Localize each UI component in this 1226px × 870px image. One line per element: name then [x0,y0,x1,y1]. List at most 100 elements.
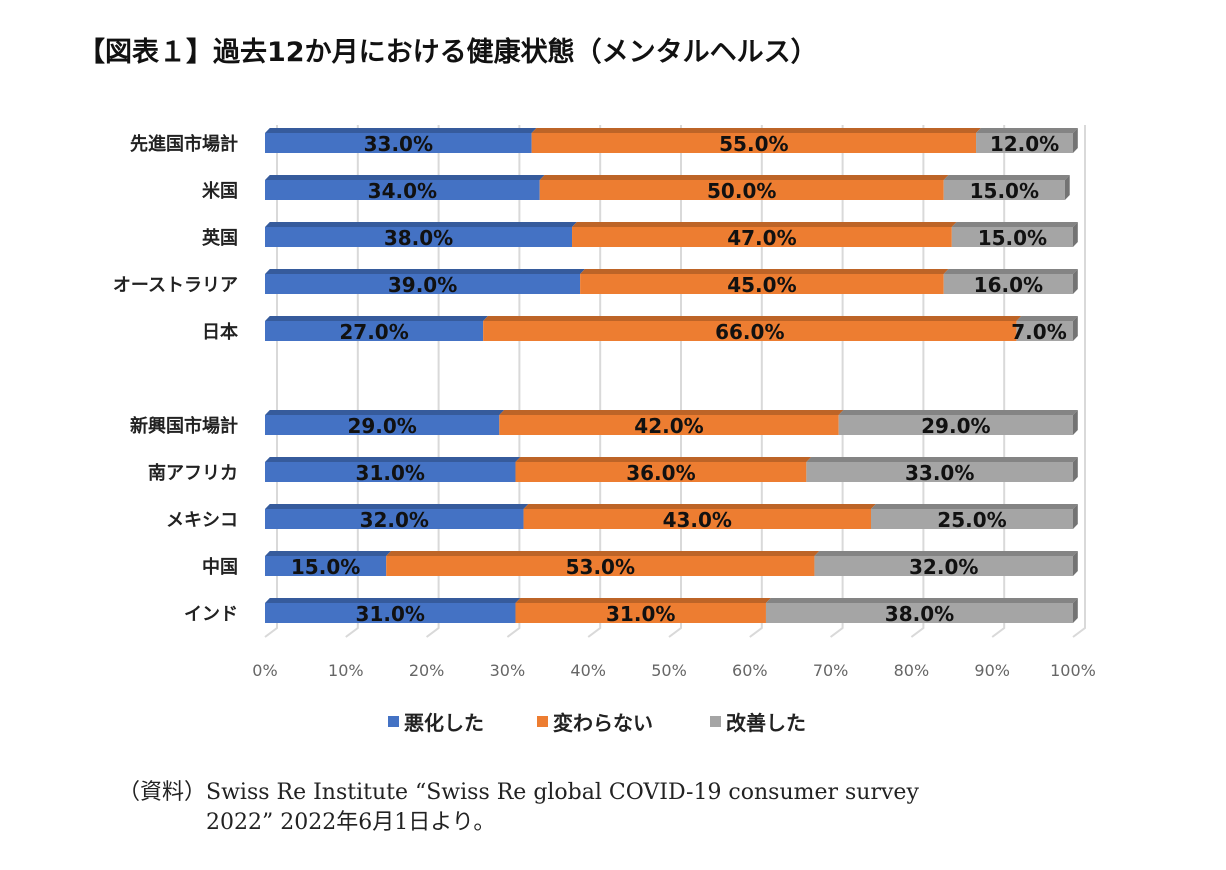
bar-side-face [1073,222,1078,247]
category-label: メキシコ [166,510,238,531]
data-label: 55.0% [719,132,788,156]
legend-label: 変わらない [553,711,653,735]
bar-segment [515,603,766,623]
bar-top-face [265,269,585,274]
bar-segment [976,133,1073,153]
data-label: 45.0% [727,273,796,297]
data-label: 36.0% [626,461,695,485]
bar-segment [951,227,1073,247]
x-tick-label: 30% [490,661,526,680]
bar-top-face [765,598,1078,603]
bar-segment [806,462,1073,482]
legend-swatch [710,716,721,727]
legend-swatch [388,716,399,727]
data-label: 15.0% [970,179,1039,203]
bar-top-face [976,128,1078,133]
bar-top-face [265,222,577,227]
bar-top-face [539,175,949,180]
data-label: 34.0% [368,179,437,203]
bar-top-face [531,128,981,133]
bar-top-face [943,269,1078,274]
data-label: 27.0% [339,320,408,344]
data-label: 25.0% [937,508,1006,532]
x-tick-label: 80% [894,661,930,680]
bar-segment [1016,321,1073,341]
bar-segment [265,133,532,153]
bar-top-face [871,504,1078,509]
data-label: 32.0% [909,555,978,579]
bar-segment [943,274,1073,294]
bar-segment [499,415,839,435]
bar-segment [265,180,540,200]
bar-segment [483,321,1017,341]
bar-segment [814,556,1073,576]
bar-top-face [265,175,545,180]
bar-top-face [386,551,820,556]
bar-segment [523,509,871,529]
bar-side-face [1073,551,1078,576]
x-tick-label: 100% [1050,661,1096,680]
legend-label: 悪化した [404,711,484,735]
data-label: 31.0% [356,461,425,485]
gridline [1072,125,1086,638]
category-label: 英国 [201,227,238,249]
bar-segment [265,321,484,341]
bar-segment [838,415,1073,435]
bar-side-face [1073,269,1078,294]
x-tick-label: 10% [328,661,364,680]
x-tick-label: 0% [252,661,277,680]
bar-top-face [265,316,488,321]
source-line-1: （資料）Swiss Re Institute “Swiss Re global … [118,780,919,805]
data-label: 33.0% [364,132,433,156]
bar-segment [572,227,952,247]
category-label: 中国 [202,556,238,578]
bar-top-face [951,222,1078,227]
data-label: 31.0% [606,602,675,626]
bar-top-face [265,457,521,462]
data-label: 43.0% [663,508,732,532]
bar-top-face [265,128,537,133]
bar-segment [265,415,500,435]
bar-segment [515,462,807,482]
legend-swatch [537,716,548,727]
x-tick-label: 90% [974,661,1010,680]
data-label: 7.0% [1011,320,1066,344]
x-tick-label: 40% [570,661,606,680]
bar-segment [871,509,1073,529]
bar-top-face [515,457,812,462]
category-label: オーストラリア [113,275,238,296]
bar-segment [539,180,944,200]
data-label: 32.0% [360,508,429,532]
data-label: 15.0% [978,226,1047,250]
category-label: 新興国市場計 [130,415,238,437]
data-label: 16.0% [974,273,1043,297]
chart-title: 【図表１】過去12か月における健康状態（メンタルヘルス） [78,37,818,68]
data-label: 29.0% [921,414,990,438]
bar-segment [265,274,581,294]
data-label: 53.0% [566,555,635,579]
data-label: 15.0% [291,555,360,579]
bar-top-face [483,316,1022,321]
bar-top-face [265,551,391,556]
bar-segment [943,180,1065,200]
bar-top-face [580,269,949,274]
data-label: 50.0% [707,179,776,203]
bar-side-face [1073,504,1078,529]
data-label: 29.0% [347,414,416,438]
bar-side-face [1073,128,1078,153]
source-line-2: 2022” 2022年6月1日より。 [206,810,496,835]
bar-segment [265,509,524,529]
bar-segment [765,603,1073,623]
x-tick-label: 70% [813,661,849,680]
bar-top-face [572,222,957,227]
category-label: 先進国市場計 [130,133,238,155]
bar-segment [580,274,944,294]
bar-top-face [1016,316,1078,321]
bar-top-face [265,504,529,509]
bar-top-face [814,551,1078,556]
data-label: 38.0% [885,602,954,626]
category-label: 南アフリカ [148,462,238,484]
x-tick-label: 50% [651,661,687,680]
bar-top-face [515,598,771,603]
source-note: （資料）Swiss Re Institute “Swiss Re global … [118,778,919,838]
